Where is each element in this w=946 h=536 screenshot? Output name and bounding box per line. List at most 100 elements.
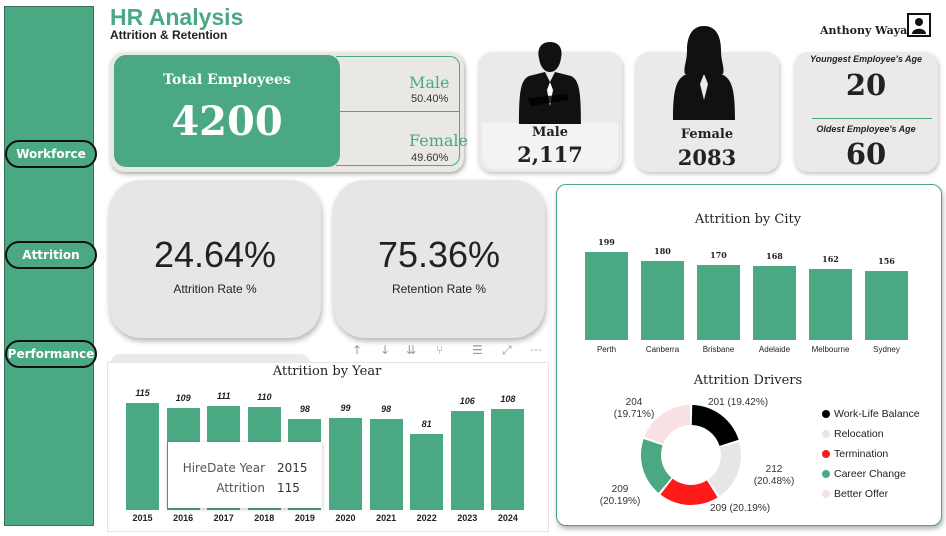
total-employees-panel — [114, 55, 340, 167]
city-bar-data-label: 168 — [766, 251, 783, 262]
sidebar-item-workforce[interactable]: Workforce — [5, 140, 97, 168]
donut-slice[interactable] — [691, 405, 739, 446]
city-chart-title: Attrition by City — [694, 212, 802, 227]
city-bar[interactable] — [697, 265, 740, 340]
male-split-label: Male — [409, 73, 450, 92]
chart-tooltip: HireDate Year 2015 Attrition 115 — [168, 442, 322, 508]
legend-swatch-icon — [822, 450, 830, 458]
donut-label-pct: (20.19%) — [599, 496, 641, 507]
attrition-rate-card — [109, 180, 321, 338]
donut-label-value: 212 — [765, 464, 783, 475]
year-tick-label: 2022 — [416, 513, 437, 523]
city-tick-label: Brisbane — [702, 345, 735, 354]
total-employees-label: Total Employees — [163, 72, 291, 88]
year-tick-label: 2024 — [497, 513, 518, 523]
year-chart-title: Attrition by Year — [272, 364, 382, 379]
year-bar-data-label: 106 — [459, 396, 475, 407]
city-bar[interactable] — [753, 266, 796, 340]
year-tick-label: 2015 — [132, 513, 153, 523]
user-avatar-icon[interactable] — [907, 13, 931, 37]
year-bar-data-label: 115 — [135, 387, 150, 398]
city-bar[interactable] — [865, 271, 908, 340]
donut-data-label: 212 (20.48%) — [752, 464, 796, 488]
focus-mode-icon[interactable]: ⤢ — [502, 343, 512, 357]
donut-slice[interactable] — [641, 439, 672, 493]
city-bar-data-label: 199 — [598, 237, 615, 248]
year-tick-label: 2020 — [335, 513, 356, 523]
more-options-icon[interactable]: ⋯ — [530, 343, 542, 357]
city-bar[interactable] — [809, 268, 852, 340]
legend-label: Termination — [834, 448, 889, 460]
year-tick-label: 2019 — [294, 513, 315, 523]
sidebar-item-label: Performance — [7, 347, 95, 361]
year-bar[interactable] — [491, 409, 525, 510]
donut-slice[interactable] — [708, 442, 741, 496]
retention-rate-value: 75.36% — [377, 234, 501, 275]
year-bar[interactable] — [450, 411, 484, 510]
expand-all-icon[interactable]: ⇊ — [406, 343, 417, 357]
legend-item[interactable]: Career Change — [822, 466, 906, 482]
sidebar-item-label: Attrition — [22, 248, 80, 262]
city-bar[interactable] — [585, 252, 628, 340]
page-title: HR Analysis — [110, 4, 244, 30]
male-silhouette-icon — [517, 40, 583, 128]
oldest-age-label: Oldest Employee's Age — [816, 124, 916, 134]
tooltip-value-2: 115 — [277, 481, 300, 495]
legend-item[interactable]: Relocation — [822, 426, 884, 442]
year-tick-label: 2023 — [457, 513, 478, 523]
year-bar-data-label: 109 — [175, 393, 191, 404]
youngest-age-value: 20 — [845, 68, 887, 102]
city-tick-label: Canberra — [645, 345, 680, 354]
year-tick-label: 2018 — [254, 513, 275, 523]
hidden-card-edge — [110, 354, 310, 364]
city-bar-data-label: 162 — [822, 253, 839, 264]
legend-item[interactable]: Termination — [822, 446, 888, 462]
city-bar-data-label: 156 — [878, 256, 895, 267]
year-tick-label: 2016 — [173, 513, 194, 523]
female-silhouette-icon — [669, 24, 739, 124]
youngest-age-label: Youngest Employee's Age — [810, 54, 922, 64]
year-bar[interactable] — [369, 418, 403, 510]
drivers-legend: Work-Life Balance Relocation Termination Ca… — [822, 406, 940, 506]
female-card-label: Female — [680, 127, 734, 142]
attrition-rate-value: 24.64% — [153, 234, 277, 275]
age-card — [794, 52, 938, 172]
drivers-donut-svg — [641, 405, 741, 505]
donut-data-label: 209 (20.19%) — [590, 484, 650, 508]
year-bar-data-label: 81 — [421, 419, 432, 430]
year-tick-label: 2021 — [376, 513, 397, 523]
male-split-pct: 50.40% — [411, 93, 449, 105]
male-card-label: Male — [531, 125, 569, 140]
legend-label: Work-Life Balance — [834, 408, 920, 420]
legend-swatch-icon — [822, 430, 830, 438]
year-bar-data-label: 108 — [500, 394, 516, 405]
legend-label: Better Offer — [834, 488, 889, 500]
drill-down-icon[interactable]: ↓ — [380, 343, 391, 357]
legend-item[interactable]: Work-Life Balance — [822, 406, 920, 422]
gender-split-divider — [340, 111, 460, 112]
sidebar-item-performance[interactable]: Performance — [5, 340, 97, 368]
tooltip-label-2: Attrition — [216, 481, 265, 495]
donut-slice[interactable] — [644, 405, 691, 444]
year-bar[interactable] — [410, 434, 444, 510]
visual-toolbar: ↑ ↓ ⇊ ⑂ ☰ ⤢ ⋯ — [352, 343, 548, 359]
legend-item[interactable]: Better Offer — [822, 486, 888, 502]
donut-slice[interactable] — [660, 478, 718, 505]
expand-hierarchy-icon[interactable]: ⑂ — [436, 343, 444, 357]
sidebar-item-attrition[interactable]: Attrition — [5, 241, 97, 269]
donut-label-value: 204 — [625, 397, 643, 408]
year-bar-data-label: 111 — [216, 391, 231, 402]
tooltip-label-1: HireDate Year — [182, 461, 265, 475]
filter-icon[interactable]: ☰ — [472, 343, 483, 357]
oldest-age-value: 60 — [845, 137, 887, 171]
year-bar[interactable] — [329, 417, 362, 510]
city-bar[interactable] — [641, 260, 684, 340]
year-bar-data-label: 98 — [381, 403, 392, 414]
female-split-pct: 49.60% — [411, 152, 449, 164]
drill-up-icon[interactable]: ↑ — [352, 343, 363, 357]
legend-swatch-icon — [822, 490, 830, 498]
retention-rate-card — [333, 180, 545, 338]
year-bar[interactable] — [126, 402, 159, 510]
legend-label: Career Change — [834, 468, 906, 480]
female-split-label: Female — [409, 131, 468, 150]
